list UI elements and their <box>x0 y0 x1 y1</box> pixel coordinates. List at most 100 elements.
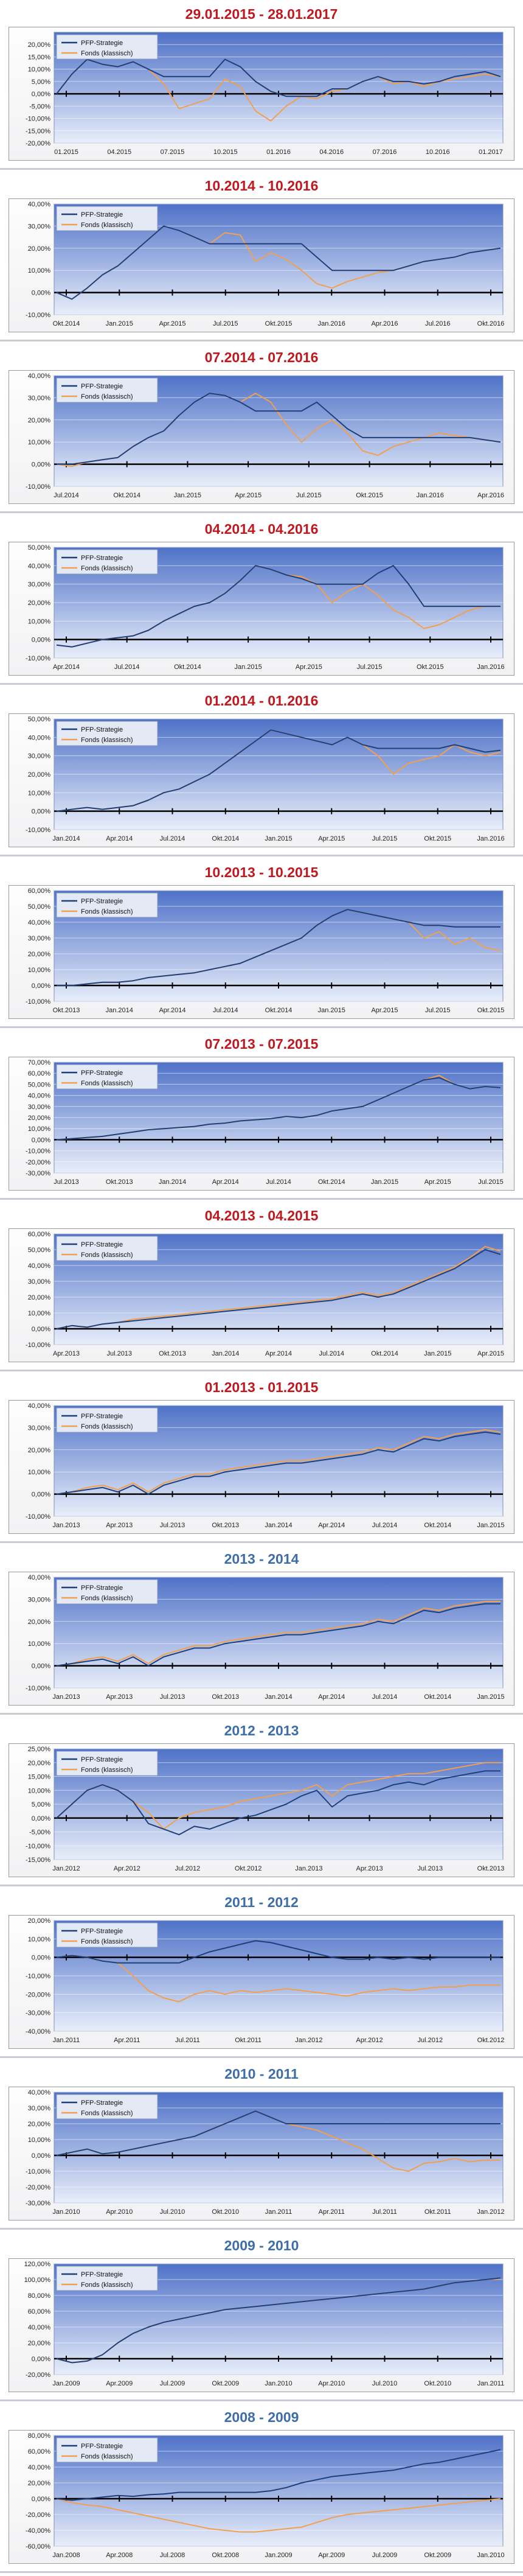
chart-title: 2012 - 2013 <box>224 1723 299 1738</box>
line-chart: -10,00% 0,00% 10,00% 20,00% 30,00% 40,00% Jan.… <box>26 1574 505 1701</box>
x-tick-label: Okt.2014 <box>371 1350 398 1357</box>
chart-title: 10.2013 - 10.2015 <box>204 864 319 880</box>
x-tick-label: Apr.2014 <box>318 1693 345 1701</box>
y-tick-label: -10,00% <box>26 827 50 834</box>
y-tick-label: 50,00% <box>28 1247 51 1254</box>
x-tick-label: Jan.2012 <box>52 1865 80 1872</box>
chart-title: 04.2013 - 04.2015 <box>204 1208 319 1223</box>
y-tick-label: -30,00% <box>26 2200 50 2207</box>
x-tick-label: Jan.2016 <box>477 835 504 842</box>
y-tick-label: 50,00% <box>28 903 51 911</box>
x-tick-label: Okt.2014 <box>424 1693 451 1701</box>
y-tick-label: 30,00% <box>28 935 51 942</box>
x-tick-label: Apr.2016 <box>477 492 504 499</box>
x-tick-label: Jan.2014 <box>106 1007 133 1014</box>
legend-box <box>56 1922 158 1948</box>
x-tick-label: Apr.2011 <box>319 2208 345 2216</box>
legend-box <box>56 1579 158 1605</box>
y-tick-label: 40,00% <box>28 919 51 926</box>
x-tick-label: 07.2015 <box>161 149 185 156</box>
x-tick-label: Jul.2015 <box>357 663 383 671</box>
y-tick-label: -20,00% <box>26 2184 50 2191</box>
chart-panel: 01.2014 - 01.2016 -10,00% 0,00% 10,00% 20,00… <box>0 687 523 858</box>
x-tick-label: Jan.2015 <box>477 1522 504 1529</box>
legend-box <box>56 892 158 918</box>
panel-separator <box>0 340 523 341</box>
x-tick-label: Okt.2013 <box>106 1178 133 1186</box>
x-tick-label: Jan.2010 <box>52 2208 80 2216</box>
series-fonds-line <box>56 1601 500 1667</box>
panel-separator <box>0 1198 523 1200</box>
y-tick-label: 0,00% <box>32 461 50 469</box>
x-tick-label: Jul.2011 <box>372 2208 397 2216</box>
y-tick-label: 20,00% <box>28 1447 51 1454</box>
legend-label: Fonds (klassisch) <box>81 737 133 744</box>
legend-label: PFP-Strategie <box>81 383 123 390</box>
line-chart: -40,00% -30,00% -20,00% -10,00% 0,00% 10,00% 2… <box>26 1917 504 2044</box>
x-tick-label: Okt.2008 <box>212 2552 239 2559</box>
x-tick-label: Jan.2015 <box>265 835 292 842</box>
chart-title: 2009 - 2010 <box>224 2238 299 2253</box>
y-tick-label: 0,00% <box>32 91 50 98</box>
x-tick-label: Jan.2013 <box>295 1865 322 1872</box>
legend-box <box>56 2437 158 2463</box>
x-tick-label: Apr.2013 <box>356 1865 383 1872</box>
y-tick-label: 10,00% <box>28 1936 51 1943</box>
x-tick-label: Apr.2011 <box>114 2037 140 2044</box>
legend-box <box>56 377 158 403</box>
line-chart: -10,00% 0,00% 10,00% 20,00% 30,00% 40,00% 50,0… <box>26 544 505 671</box>
legend-box <box>56 549 158 575</box>
y-tick-label: 10,00% <box>28 66 51 74</box>
y-tick-label: 30,00% <box>28 2105 51 2112</box>
legend-label: PFP-Strategie <box>81 898 123 905</box>
x-tick-label: Jan.2015 <box>235 663 262 671</box>
chart-panel: 2012 - 2013 -15,00% -10,00% -5,00% 0,00% 5,00… <box>0 1717 523 1888</box>
chart-frame: -30,00% -20,00% -10,00% 0,00% 10,00% 20,00% 30… <box>9 1057 514 1191</box>
x-tick-label: Jul.2008 <box>160 2552 185 2559</box>
series-pfp-line <box>56 2110 500 2156</box>
y-tick-label: -20,00% <box>26 1159 50 1166</box>
x-tick-label: Okt.2015 <box>417 663 444 671</box>
series-pfp-line <box>56 1249 501 1329</box>
x-tick-label: Apr.2013 <box>106 1522 133 1529</box>
panel-separator <box>0 1541 523 1543</box>
x-tick-label: Jul.2013 <box>160 1693 185 1701</box>
x-tick-label: Jan.2015 <box>318 1007 345 1014</box>
chart-frame: -40,00% -30,00% -20,00% -10,00% 0,00% 10,00% 2… <box>9 1915 514 2049</box>
x-tick-label: Jan.2014 <box>265 1522 292 1529</box>
series-pfp-line <box>56 1770 500 1836</box>
panel-separator <box>0 511 523 513</box>
x-tick-label: 01.2016 <box>266 149 291 156</box>
y-tick-label: 60,00% <box>28 1231 51 1238</box>
chart-frame: -10,00% 0,00% 10,00% 20,00% 30,00% 40,00% Jan.… <box>9 1400 514 1534</box>
y-tick-label: 30,00% <box>28 1104 51 1111</box>
legend-box <box>56 721 158 746</box>
x-tick-label: Jul.2009 <box>372 2552 398 2559</box>
panel-separator <box>0 168 523 170</box>
legend-label: PFP-Strategie <box>81 40 123 47</box>
x-tick-label: Jul.2009 <box>160 2380 185 2387</box>
x-tick-label: Jan.2011 <box>477 2380 504 2387</box>
x-tick-label: Apr.2014 <box>106 835 133 842</box>
chart-frame: -60,00% -40,00% -20,00% 0,00% 20,00% 40,00% 60… <box>9 2430 514 2564</box>
y-tick-label: 60,00% <box>28 2448 51 2455</box>
x-tick-label: Jan.2010 <box>477 2552 504 2559</box>
series-pfp-line <box>56 225 501 300</box>
y-tick-label: -15,00% <box>26 128 50 135</box>
x-tick-label: Apr.2014 <box>53 663 80 671</box>
x-tick-label: Okt.2015 <box>265 320 293 327</box>
series-pfp-line <box>57 393 501 465</box>
y-tick-label: 5,00% <box>32 1801 50 1808</box>
x-tick-label: Jul.2014 <box>160 835 185 842</box>
y-tick-label: -10,00% <box>26 1973 50 1980</box>
legend-box <box>56 2266 158 2291</box>
x-tick-label: 07.2016 <box>373 149 397 156</box>
series-fonds-line <box>56 1245 501 1329</box>
y-tick-label: 40,00% <box>28 1402 51 1410</box>
x-tick-label: Apr.2012 <box>114 1865 140 1872</box>
y-tick-label: 0,00% <box>32 1326 50 1333</box>
y-tick-label: -10,00% <box>26 312 50 319</box>
y-tick-label: 10,00% <box>28 1310 51 1317</box>
x-tick-label: Apr.2013 <box>106 1693 133 1701</box>
